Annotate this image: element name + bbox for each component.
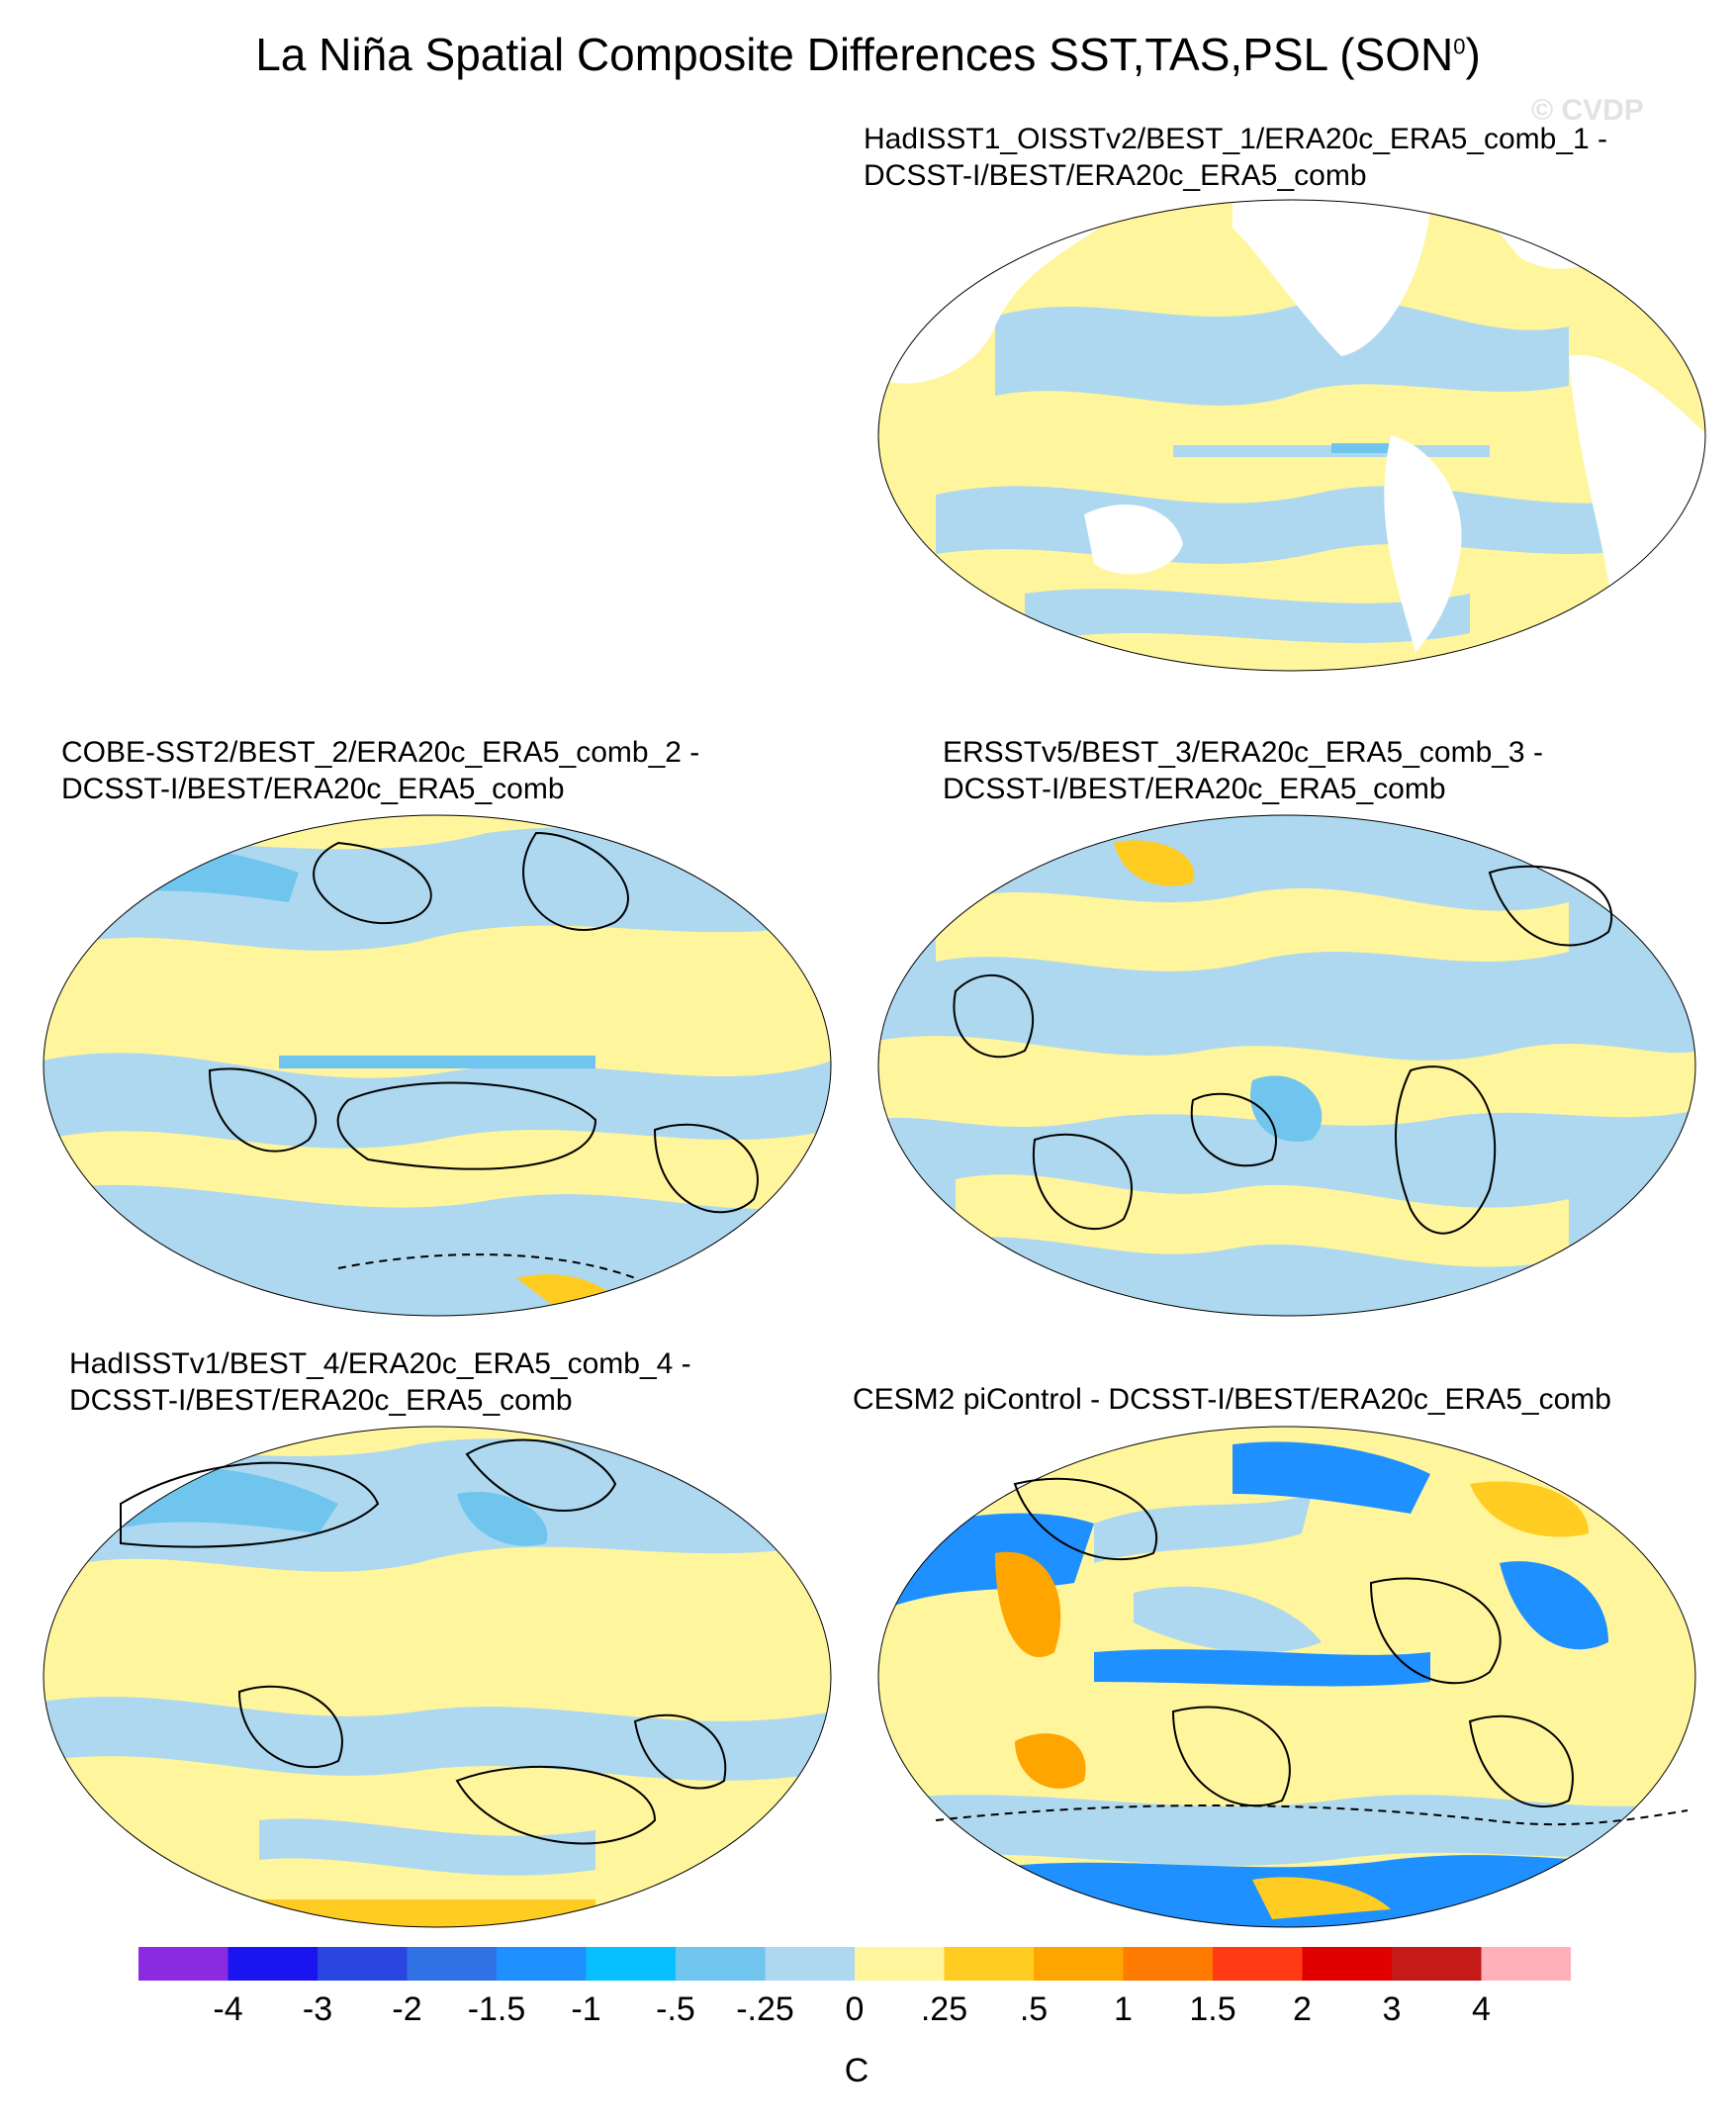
- colorbar-swatch: [1302, 1947, 1392, 1981]
- panel-3-title: ERSSTv5/BEST_3/ERA20c_ERA5_comb_3 - DCSST…: [943, 736, 1543, 805]
- panel-2-title: COBE-SST2/BEST_2/ERA20c_ERA5_comb_2 - DCS…: [61, 736, 700, 805]
- colorbar-swatch: [586, 1947, 676, 1981]
- colorbar-swatch: [944, 1947, 1034, 1981]
- colorbar-swatch: [1034, 1947, 1124, 1981]
- colorbar-swatches: [138, 1947, 1571, 1981]
- panel-4-map: [43, 1426, 832, 1928]
- panel-5-map: [877, 1426, 1696, 1928]
- panel-3-map: [877, 814, 1696, 1317]
- colorbar-swatch: [228, 1947, 318, 1981]
- colorbar-tick-label: 1.5: [1189, 1990, 1235, 2028]
- colorbar-tick-label: -2: [392, 1990, 421, 2028]
- colorbar-tick-label: .25: [921, 1990, 967, 2028]
- colorbar-tick-label: -3: [303, 1990, 332, 2028]
- colorbar-units: C: [845, 2052, 869, 2089]
- colorbar-swatch: [855, 1947, 945, 1981]
- figure-title: La Niña Spatial Composite Differences SS…: [255, 29, 1481, 80]
- colorbar-tick-label: 0: [846, 1990, 865, 2028]
- colorbar-swatch: [1123, 1947, 1213, 1981]
- colorbar-tick-label: 1: [1114, 1990, 1133, 2028]
- colorbar-tick-label: -1: [571, 1990, 600, 2028]
- colorbar-tick-label: -.5: [656, 1990, 695, 2028]
- colorbar-tick-label: -1.5: [468, 1990, 526, 2028]
- colorbar-tick-label: 4: [1472, 1990, 1491, 2028]
- colorbar-swatch: [676, 1947, 766, 1981]
- colorbar-tick-label: -4: [213, 1990, 242, 2028]
- colorbar-swatch: [497, 1947, 587, 1981]
- colorbar-tick-label: 3: [1383, 1990, 1402, 2028]
- panel-2-map: [43, 814, 832, 1317]
- panel-1-title: HadISST1_OISSTv2/BEST_1/ERA20c_ERA5_comb…: [864, 123, 1608, 192]
- colorbar-swatch: [138, 1947, 228, 1981]
- panel-5-title: CESM2 piControl - DCSST-I/BEST/ERA20c_ER…: [853, 1383, 1611, 1416]
- colorbar-swatch: [1213, 1947, 1303, 1981]
- colorbar-swatch: [1392, 1947, 1482, 1981]
- colorbar-labels: -4 -3 -2 -1.5 -1 -.5 -.25 0 .25 .5 1 1.5 2 3 4: [213, 1990, 1491, 2028]
- panel-1-map: [877, 199, 1706, 672]
- colorbar-swatch: [318, 1947, 408, 1981]
- colorbar-swatch: [407, 1947, 497, 1981]
- colorbar-swatch: [1481, 1947, 1571, 1981]
- colorbar: -4 -3 -2 -1.5 -1 -.5 -.25 0 .25 .5 1 1.5 2 3 4 C: [138, 1947, 1571, 2089]
- colorbar-swatch: [765, 1947, 855, 1981]
- colorbar-tick-label: -.25: [736, 1990, 794, 2028]
- panel-4-title: HadISSTv1/BEST_4/ERA20c_ERA5_comb_4 - DCS…: [69, 1347, 691, 1417]
- colorbar-tick-label: .5: [1020, 1990, 1048, 2028]
- watermark: © CVDP: [1531, 94, 1644, 127]
- colorbar-tick-label: 2: [1293, 1990, 1312, 2028]
